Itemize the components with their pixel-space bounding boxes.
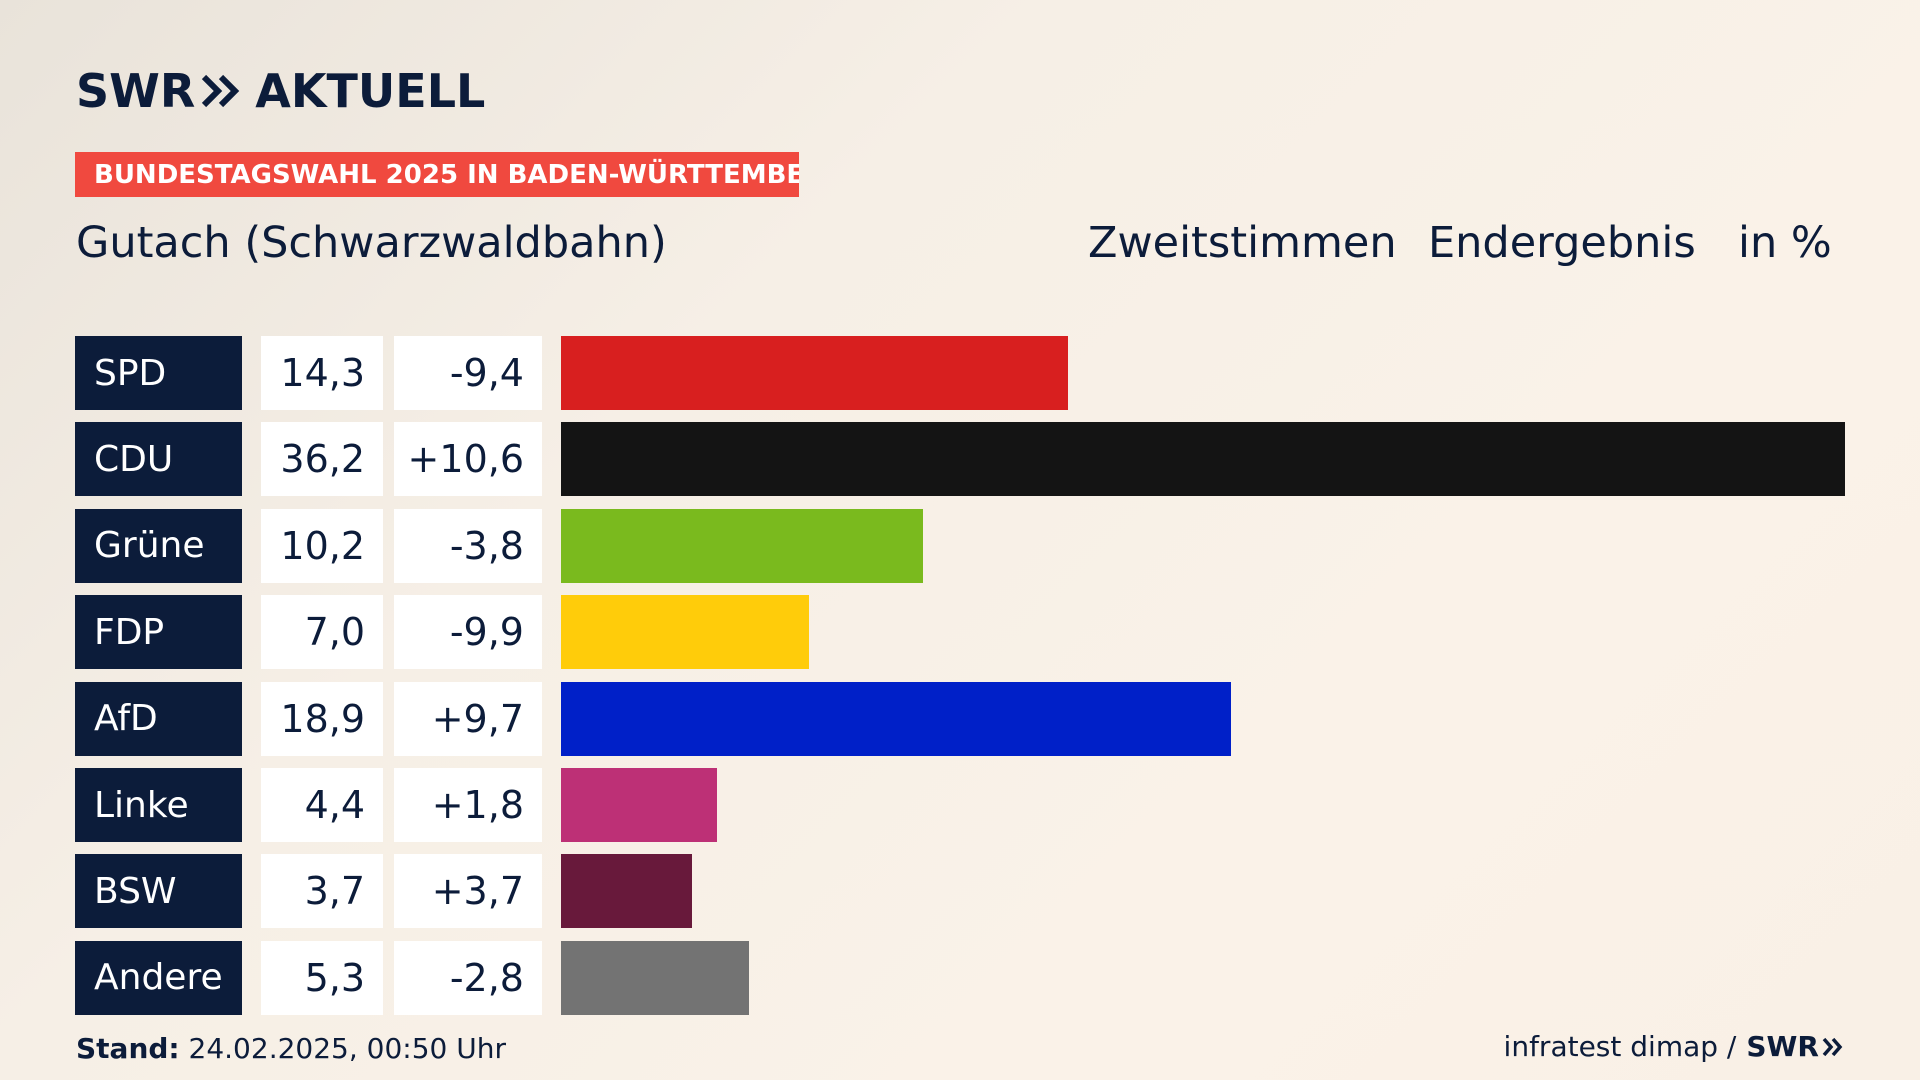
diff-label: -9,4	[394, 336, 542, 410]
vote-type-label: Zweitstimmen	[1088, 218, 1397, 268]
chart-row: BSW 3,7 +3,7	[0, 854, 1920, 929]
diff-label: +3,7	[394, 854, 542, 929]
source-brand: SWR	[1746, 1030, 1819, 1063]
election-badge: BUNDESTAGSWAHL 2025 IN BADEN-WÜRTTEMBERG	[75, 152, 799, 197]
source-text: infratest dimap /	[1503, 1030, 1737, 1063]
party-label: AfD	[75, 681, 242, 756]
source-credit: infratest dimap / SWR	[1504, 1030, 1844, 1063]
diff-label: +10,6	[394, 422, 542, 497]
bar	[561, 681, 1232, 756]
party-label: CDU	[75, 422, 242, 497]
value-label: 10,2	[261, 508, 383, 583]
chart-row: AfD 18,9 +9,7	[0, 681, 1920, 756]
double-chevron-right-icon	[202, 74, 240, 108]
party-label: SPD	[75, 336, 242, 410]
double-chevron-right-icon	[1822, 1037, 1843, 1056]
party-label: Linke	[75, 768, 242, 842]
party-label: Grüne	[75, 508, 242, 583]
party-label: FDP	[75, 595, 242, 670]
timestamp: Stand: 24.02.2025, 00:50 Uhr	[76, 1032, 506, 1065]
result-type-label: Endergebnis	[1428, 218, 1696, 268]
logo-aktuell-text: AKTUELL	[255, 64, 486, 118]
value-label: 14,3	[261, 336, 383, 410]
value-label: 7,0	[261, 595, 383, 670]
bar	[561, 768, 718, 842]
chart-row: FDP 7,0 -9,9	[0, 595, 1920, 670]
swr-aktuell-logo: SWR AKTUELL	[76, 64, 486, 118]
value-label: 36,2	[261, 422, 383, 497]
chart-row: SPD 14,3 -9,4	[0, 336, 1920, 410]
party-label: BSW	[75, 854, 242, 929]
diff-label: -9,9	[394, 595, 542, 670]
bar	[561, 595, 810, 670]
chart-row: Linke 4,4 +1,8	[0, 768, 1920, 842]
bar	[561, 854, 693, 929]
bar	[561, 336, 1069, 410]
value-label: 18,9	[261, 681, 383, 756]
chart-row: Grüne 10,2 -3,8	[0, 508, 1920, 583]
diff-label: -2,8	[394, 940, 542, 1015]
party-label: Andere	[75, 940, 242, 1015]
value-label: 5,3	[261, 940, 383, 1015]
chart-row: Andere 5,3 -2,8	[0, 940, 1920, 1015]
region-title: Gutach (Schwarzwaldbahn)	[76, 218, 667, 268]
bar	[561, 940, 749, 1015]
bar	[561, 422, 1845, 497]
diff-label: +1,8	[394, 768, 542, 842]
diff-label: +9,7	[394, 681, 542, 756]
unit-label: in %	[1738, 218, 1832, 268]
value-label: 3,7	[261, 854, 383, 929]
stand-label: Stand:	[76, 1032, 180, 1065]
bar	[561, 508, 923, 583]
stand-value: 24.02.2025, 00:50 Uhr	[188, 1032, 506, 1065]
value-label: 4,4	[261, 768, 383, 842]
diff-label: -3,8	[394, 508, 542, 583]
logo-swr-text: SWR	[76, 64, 196, 118]
chart-row: CDU 36,2 +10,6	[0, 422, 1920, 497]
